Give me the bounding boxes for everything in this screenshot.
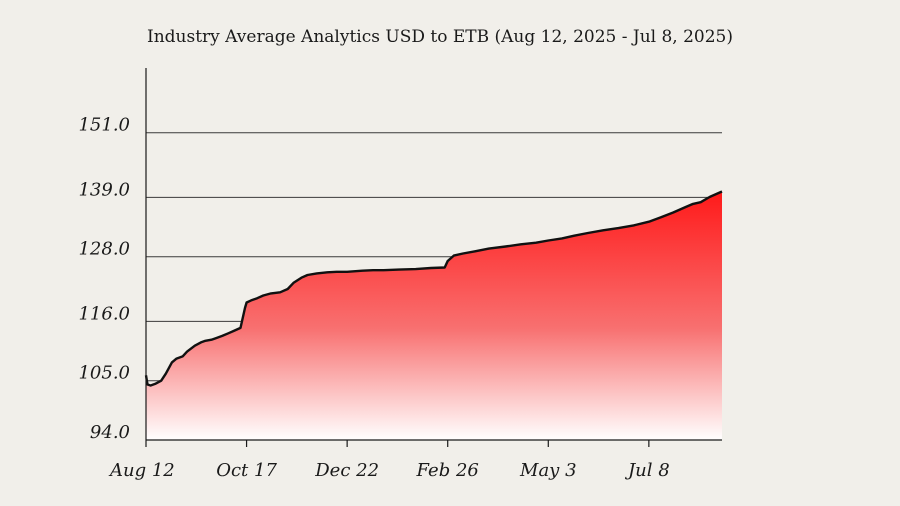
series-line-0 xyxy=(144,190,723,387)
y-tick-label: 94.0 xyxy=(90,422,130,443)
y-tick-label: 151.0 xyxy=(78,115,130,136)
y-tick-label: 139.0 xyxy=(78,179,130,200)
axes xyxy=(145,68,722,441)
y-tick-label: 105.0 xyxy=(78,363,130,384)
x-tick-label: May 3 xyxy=(519,460,577,481)
series-area-0 xyxy=(146,191,722,440)
x-tick-label: Feb 26 xyxy=(416,460,479,481)
x-tick-label: Jul 8 xyxy=(624,460,670,481)
x-tick-label: Aug 12 xyxy=(108,460,175,481)
chart-title: Industry Average Analytics USD to ETB (A… xyxy=(147,27,733,47)
area-layer xyxy=(144,190,723,440)
x-ticks: Aug 12 Oct 17 Dec 22 Feb 26 May 3 Jul 8 xyxy=(108,440,670,481)
y-tick-label: 128.0 xyxy=(78,239,130,260)
y-tick-labels: 94.0 105.0 116.0 128.0 139.0 151.0 xyxy=(78,115,130,443)
y-tick-label: 116.0 xyxy=(78,303,130,324)
x-tick-label: Dec 22 xyxy=(314,460,379,481)
x-tick-label: Oct 17 xyxy=(216,460,277,481)
